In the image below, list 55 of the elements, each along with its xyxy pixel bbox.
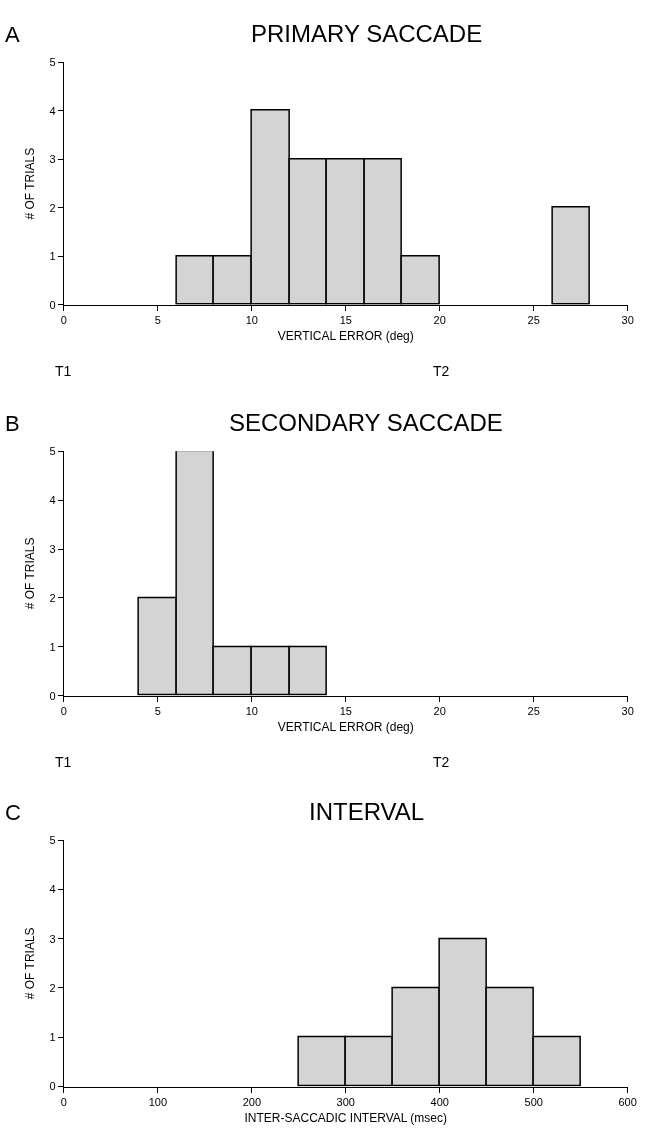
y-tick-label: 3 [49,542,56,555]
x-tick-label: 5 [154,314,161,327]
y-tick-label: 0 [49,298,56,311]
y-tick-label: 2 [49,591,56,604]
x-tick-label: 500 [524,1095,543,1108]
x-tick-label: 10 [245,314,258,327]
text: T1 [55,363,72,379]
y-tick-label: 4 [49,494,56,506]
x-tick-label: 20 [433,704,446,717]
x-tick-label: 200 [242,1095,261,1108]
text: T1 [55,754,72,770]
x-axis-title: VERTICAL ERROR (deg) [277,719,414,734]
x-tick-label: 25 [527,314,540,327]
y-axis-title: # OF TRIALS [22,927,37,1000]
y-tick-label: 0 [49,1080,56,1093]
x-tick-label: 5 [154,704,161,717]
text: A [5,22,20,47]
text: T2 [433,363,450,379]
x-tick-label: 0 [60,1095,67,1108]
x-tick-label: 0 [60,314,67,327]
y-tick-label: 3 [49,153,56,166]
y-tick-label: 2 [49,981,56,994]
y-tick-label: 0 [49,689,56,702]
x-tick-label: 600 [618,1095,637,1108]
text: T2 [433,754,450,770]
text: C [5,800,21,825]
y-tick-label: 2 [49,201,56,214]
y-tick-label: 1 [49,1031,56,1044]
y-tick-label: 4 [49,104,56,117]
x-tick-label: 25 [527,704,540,717]
x-tick-label: 100 [148,1095,168,1108]
chart-title: INTERVAL [309,798,425,825]
y-tick-label: 5 [49,445,56,458]
text: B [5,411,20,436]
y-tick-label: 1 [49,640,56,653]
x-tick-label: 20 [433,314,446,327]
y-tick-label: 3 [49,932,56,945]
x-tick-label: 30 [621,704,634,717]
x-tick-label: 10 [245,704,258,717]
y-tick-label: 5 [49,56,56,69]
y-axis-title: # OF TRIALS [22,537,37,610]
x-tick-label: 300 [336,1095,355,1108]
x-tick-label: 0 [60,704,67,717]
x-tick-label: 15 [339,314,352,327]
x-tick-label: 30 [621,314,634,327]
chart-title: SECONDARY SACCADE [229,409,503,436]
y-tick-label: 1 [49,250,56,263]
x-axis-title: VERTICAL ERROR (deg) [277,328,414,343]
y-tick-label: 5 [49,833,56,846]
chart-title: PRIMARY SACCADE [251,20,483,47]
x-tick-label: 15 [339,704,352,717]
y-axis-title: # OF TRIALS [22,147,37,220]
y-tick-label: 4 [49,883,56,896]
x-tick-label: 400 [430,1095,449,1108]
x-axis-title: INTER-SACCADIC INTERVAL (msec) [244,1110,447,1125]
